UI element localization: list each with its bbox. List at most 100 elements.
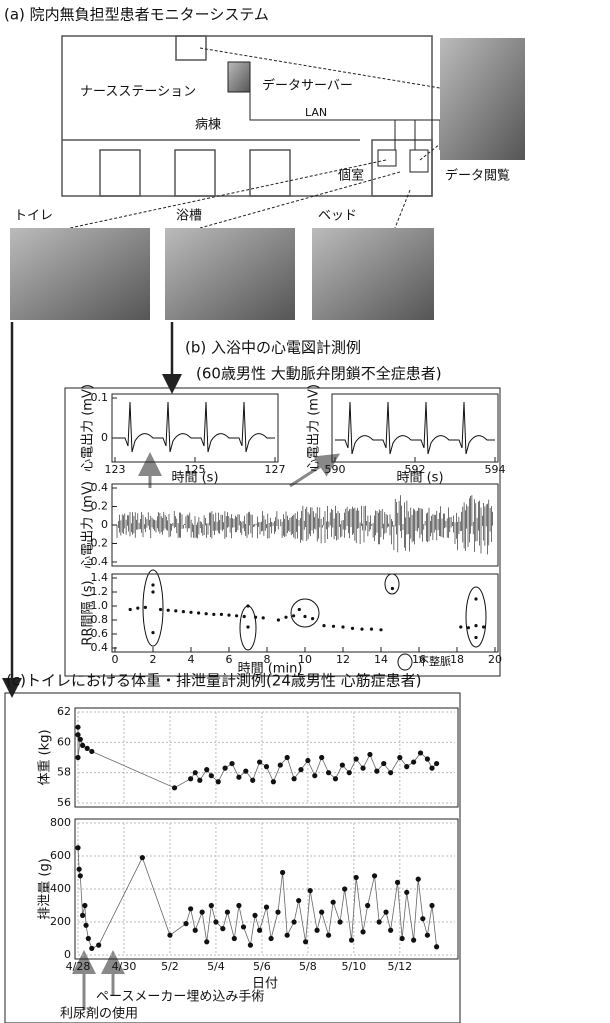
y-tick-label: 600: [50, 849, 71, 862]
point: [474, 624, 477, 627]
point: [400, 936, 405, 941]
point: [225, 910, 230, 915]
point: [193, 928, 198, 933]
point: [80, 913, 85, 918]
point: [367, 752, 372, 757]
point: [204, 939, 209, 944]
point: [312, 773, 317, 778]
x-axis-label: 日付: [252, 977, 278, 992]
x-tick-label: 4: [188, 653, 195, 666]
point: [388, 770, 393, 775]
label: LAN: [305, 106, 327, 119]
point: [360, 929, 365, 934]
plot-frame: [112, 394, 278, 462]
point: [411, 759, 416, 764]
y-axis-label: 心電出力 (mV): [81, 384, 96, 472]
label: 浴槽: [176, 209, 202, 224]
figure: (a) 院内無負担型患者モニターシステム ナースステーション データサーバー L…: [0, 0, 610, 1023]
point: [151, 631, 154, 634]
point: [381, 761, 386, 766]
x-tick-label: 123: [105, 463, 126, 476]
point: [391, 587, 394, 590]
point: [140, 855, 145, 860]
panel-a-title: (a) 院内無負担型患者モニターシステム: [4, 6, 269, 24]
point: [418, 750, 423, 755]
point: [257, 759, 262, 764]
point: [467, 626, 470, 629]
annotation: 利尿剤の使用: [60, 1006, 138, 1022]
annotation: ペースメーカー埋め込み手術: [96, 990, 264, 1005]
plot-frame: [332, 394, 498, 462]
label: ナースステーション: [80, 85, 196, 100]
y-axis-label: 心電出力 (mV): [307, 384, 322, 472]
x-tick-label: 590: [325, 463, 346, 476]
point: [136, 607, 139, 610]
point: [197, 611, 200, 614]
point: [303, 615, 306, 618]
ecg-trace: [335, 402, 495, 454]
y-tick-label: 62: [57, 705, 71, 718]
point: [264, 764, 269, 769]
point: [213, 919, 218, 924]
point: [420, 916, 425, 921]
point: [275, 910, 280, 915]
point: [236, 775, 241, 780]
point: [296, 898, 301, 903]
point: [377, 919, 382, 924]
point: [326, 770, 331, 775]
point: [209, 773, 214, 778]
x-tick-label: 20: [488, 653, 502, 666]
point: [262, 616, 265, 619]
point: [298, 608, 301, 611]
line: [78, 848, 437, 949]
point: [347, 770, 352, 775]
point: [264, 905, 269, 910]
point: [252, 913, 257, 918]
y-tick-label: 56: [57, 796, 71, 809]
point: [429, 766, 434, 771]
point: [167, 933, 172, 938]
x-tick-label: 5/10: [342, 960, 367, 973]
point: [205, 612, 208, 615]
point: [319, 755, 324, 760]
panel-b-title: (b) 入浴中の心電図計測例: [185, 339, 361, 357]
y-tick-label: 60: [57, 735, 71, 748]
point: [86, 936, 91, 941]
point: [75, 732, 80, 737]
label: データサーバー: [262, 78, 353, 94]
point: [75, 725, 80, 730]
point: [257, 928, 262, 933]
x-axis-label: 時間 (s): [396, 471, 443, 486]
point: [292, 614, 295, 617]
point: [285, 933, 290, 938]
label: 個室: [338, 168, 364, 184]
point: [159, 608, 162, 611]
point: [416, 877, 421, 882]
x-tick-label: 4/30: [112, 960, 137, 973]
label: トイレ: [14, 209, 53, 224]
point: [308, 888, 313, 893]
point: [241, 924, 246, 929]
point: [354, 875, 359, 880]
point: [388, 928, 393, 933]
point: [326, 933, 331, 938]
point: [298, 767, 303, 772]
point: [349, 938, 354, 943]
point: [342, 886, 347, 891]
point: [311, 617, 314, 620]
point: [151, 590, 154, 593]
x-tick-label: 594: [485, 463, 506, 476]
point: [404, 764, 409, 769]
point: [314, 928, 319, 933]
point: [332, 625, 335, 628]
y-axis-label: 排泄量 (g): [38, 858, 53, 920]
point: [254, 616, 257, 619]
point: [235, 614, 238, 617]
point: [75, 755, 80, 760]
point: [303, 939, 308, 944]
point: [340, 762, 345, 767]
point: [374, 769, 379, 774]
point: [236, 903, 241, 908]
panel-b-subtitle: (60歳男性 大動脈弁閉鎖不全症患者): [196, 365, 442, 383]
point: [183, 921, 188, 926]
